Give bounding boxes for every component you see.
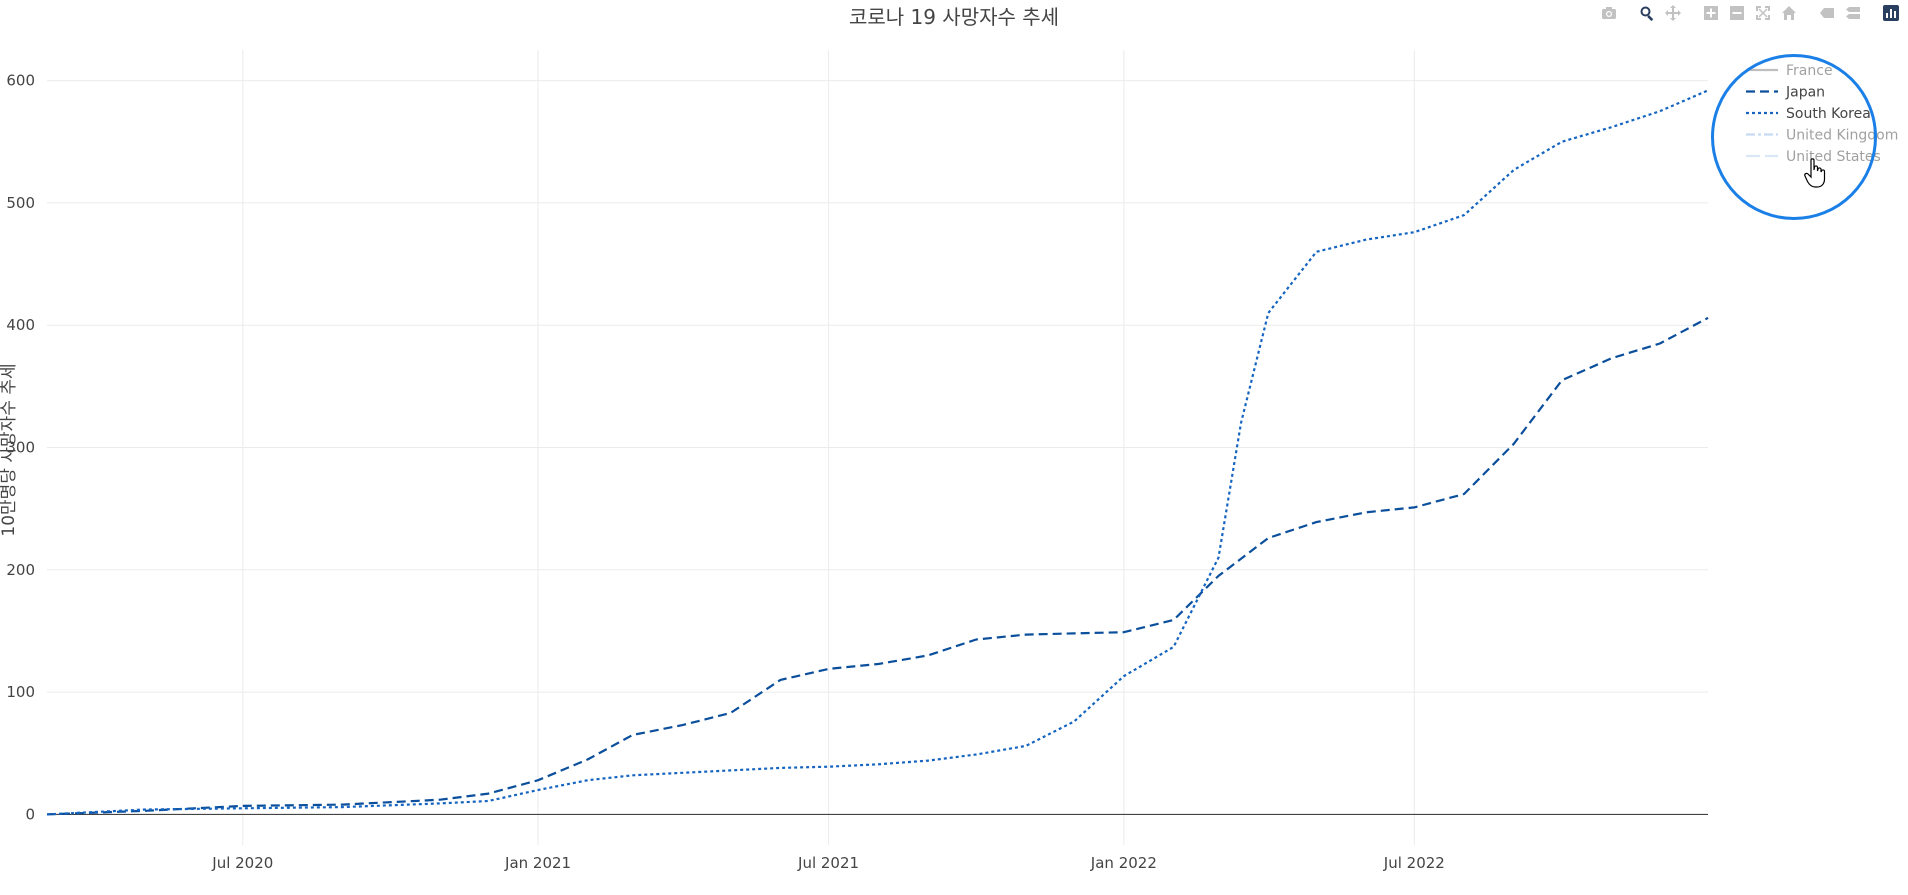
x-tick-label: Jan 2021	[504, 854, 571, 872]
y-tick-label: 500	[6, 194, 35, 212]
y-tick-label: 100	[6, 683, 35, 701]
compare-data-icon[interactable]	[1842, 2, 1864, 24]
autoscale-icon[interactable]	[1752, 2, 1774, 24]
spike-lines-icon[interactable]	[1816, 2, 1838, 24]
legend-label: South Korea	[1786, 106, 1871, 122]
legend-item-united-states[interactable]: United States	[1746, 149, 1881, 165]
series-line-japan[interactable]	[46, 316, 1709, 816]
y-tick-label: 0	[25, 805, 35, 823]
x-axis: Jul 2020 Jan 2021 Jul 2021 Jan 2022 Jul 2022	[211, 854, 1445, 872]
x-tick-label: Jul 2022	[1383, 854, 1445, 872]
x-tick-label: Jul 2020	[211, 854, 273, 872]
legend-item-japan[interactable]: Japan	[1746, 85, 1825, 101]
zoom-out-icon[interactable]	[1726, 2, 1748, 24]
y-tick-label: 200	[6, 561, 35, 579]
modebar	[1598, 2, 1902, 24]
zoom-in-icon[interactable]	[1700, 2, 1722, 24]
x-tick-label: Jan 2022	[1090, 854, 1157, 872]
chart-title: 코로나 19 사망자수 추세	[849, 5, 1059, 29]
plot-area[interactable]	[46, 89, 1709, 816]
x-tick-label: Jul 2021	[797, 854, 859, 872]
y-tick-label: 300	[6, 439, 35, 457]
plotly-logo-icon[interactable]	[1880, 2, 1902, 24]
pan-icon[interactable]	[1662, 2, 1684, 24]
legend-label: Japan	[1785, 85, 1825, 101]
y-tick-label: 600	[6, 72, 35, 90]
zoom-icon[interactable]	[1636, 2, 1658, 24]
legend-label: United States	[1786, 149, 1881, 165]
legend-item-united-kingdom[interactable]: United Kingdom	[1746, 128, 1898, 144]
series-line-south-korea[interactable]	[46, 89, 1709, 816]
camera-icon[interactable]	[1598, 2, 1620, 24]
y-tick-label: 400	[6, 316, 35, 334]
gridlines	[47, 50, 1708, 845]
legend-item-france[interactable]: France	[1746, 63, 1833, 79]
y-axis: 0 100 200 300 400 500 600	[6, 72, 35, 824]
home-icon[interactable]	[1778, 2, 1800, 24]
legend-label: United Kingdom	[1786, 128, 1898, 144]
legend-label: France	[1786, 63, 1833, 79]
legend-item-south-korea[interactable]: South Korea	[1746, 106, 1871, 122]
y-axis-title: 10만명당 사망자수 추세	[0, 363, 19, 536]
legend[interactable]: France Japan South Korea United Kingdom Unit…	[1746, 63, 1898, 165]
